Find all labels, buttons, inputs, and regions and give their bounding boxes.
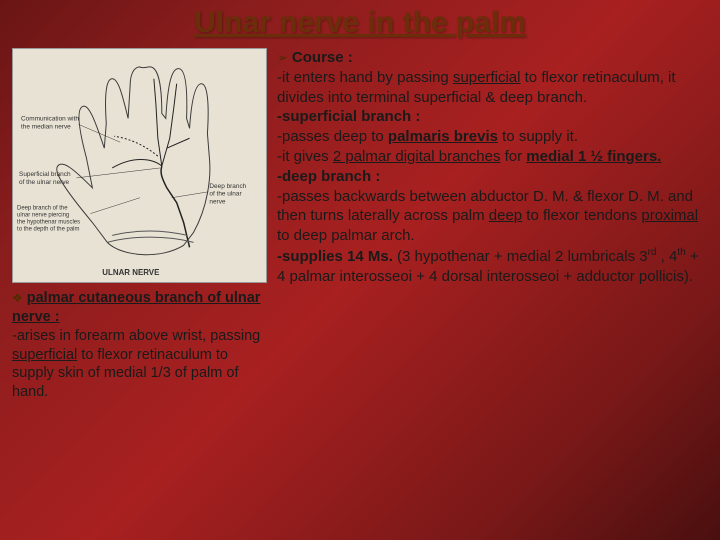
diagram-caption: ULNAR NERVE [102, 268, 159, 277]
left-note-heading: palmar cutaneous branch of ulnar nerve : [12, 290, 260, 325]
diagram-label-deepbr-left: Deep branch of the ulnar nerve piercing … [17, 206, 82, 233]
course-heading: Course : [292, 49, 353, 66]
left-column: Communication with the median nerve Supe… [12, 48, 267, 402]
right-column: ➢ Course : -it enters hand by passing sup… [277, 48, 708, 402]
left-note-body: -arises in forearm above wrist, passing … [12, 328, 260, 401]
content-area: Communication with the median nerve Supe… [0, 40, 720, 402]
diamond-bullet-icon: ❖ [12, 291, 23, 305]
diagram-label-deepbr-right: Deep branch of the ulnar nerve [209, 183, 248, 206]
hand-diagram: Communication with the median nerve Supe… [12, 48, 267, 283]
arrow-bullet-icon: ➢ [277, 50, 288, 65]
diagram-label-supbr: Superficial branch of the ulnar nerve [19, 171, 72, 186]
diagram-label-comm: Communication with the median nerve [21, 115, 81, 130]
page-title: Ulnar nerve in the palm [0, 0, 720, 40]
course-body: -it enters hand by passing superficial t… [277, 68, 708, 287]
left-note: ❖palmar cutaneous branch of ulnar nerve … [12, 289, 267, 402]
